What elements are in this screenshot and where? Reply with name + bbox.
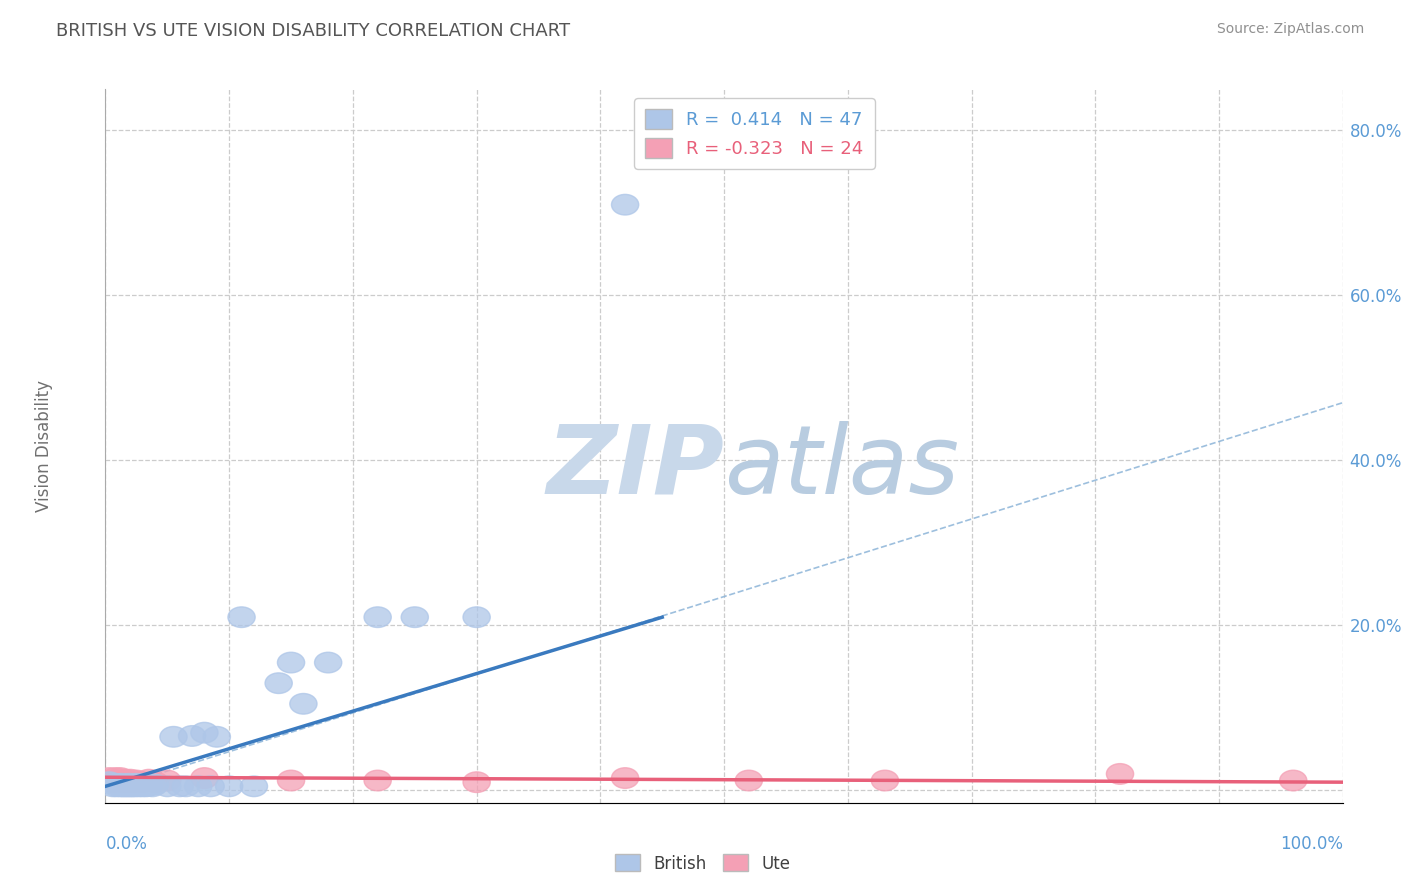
Text: Vision Disability: Vision Disability: [35, 380, 52, 512]
Ellipse shape: [129, 776, 156, 797]
Ellipse shape: [118, 775, 145, 796]
Text: 0.0%: 0.0%: [105, 835, 148, 853]
Ellipse shape: [104, 770, 131, 791]
Ellipse shape: [121, 776, 149, 797]
Ellipse shape: [463, 607, 491, 627]
Ellipse shape: [101, 768, 129, 789]
Ellipse shape: [142, 774, 169, 795]
Ellipse shape: [179, 726, 205, 747]
Ellipse shape: [121, 774, 148, 795]
Ellipse shape: [122, 770, 150, 791]
Text: BRITISH VS UTE VISION DISABILITY CORRELATION CHART: BRITISH VS UTE VISION DISABILITY CORRELA…: [56, 22, 571, 40]
Ellipse shape: [117, 776, 143, 797]
Ellipse shape: [132, 776, 160, 797]
Ellipse shape: [96, 772, 122, 792]
Ellipse shape: [277, 770, 305, 791]
Ellipse shape: [204, 726, 231, 747]
Ellipse shape: [135, 775, 162, 796]
Ellipse shape: [166, 776, 193, 797]
Text: 100.0%: 100.0%: [1279, 835, 1343, 853]
Ellipse shape: [111, 775, 138, 796]
Ellipse shape: [290, 693, 316, 714]
Ellipse shape: [463, 772, 491, 792]
Ellipse shape: [111, 776, 139, 797]
Ellipse shape: [364, 607, 391, 627]
Ellipse shape: [735, 770, 762, 791]
Ellipse shape: [112, 774, 141, 795]
Ellipse shape: [160, 726, 187, 747]
Ellipse shape: [364, 770, 391, 791]
Ellipse shape: [125, 776, 152, 797]
Ellipse shape: [103, 776, 131, 797]
Ellipse shape: [315, 652, 342, 673]
Ellipse shape: [100, 772, 127, 792]
Ellipse shape: [127, 774, 153, 795]
Ellipse shape: [110, 772, 136, 792]
Ellipse shape: [240, 776, 267, 797]
Ellipse shape: [142, 772, 169, 792]
Ellipse shape: [266, 673, 292, 693]
Ellipse shape: [191, 768, 218, 789]
Ellipse shape: [100, 776, 127, 797]
Ellipse shape: [153, 770, 181, 791]
Ellipse shape: [139, 776, 166, 797]
Ellipse shape: [120, 776, 146, 797]
Ellipse shape: [108, 773, 135, 794]
Text: ZIP: ZIP: [546, 421, 724, 514]
Legend: R =  0.414   N = 47, R = -0.323   N = 24: R = 0.414 N = 47, R = -0.323 N = 24: [634, 98, 875, 169]
Ellipse shape: [107, 776, 134, 797]
Ellipse shape: [184, 776, 212, 797]
Ellipse shape: [115, 773, 142, 794]
Ellipse shape: [612, 768, 638, 789]
Ellipse shape: [277, 652, 305, 673]
Ellipse shape: [1107, 764, 1133, 784]
Ellipse shape: [117, 770, 143, 790]
Ellipse shape: [114, 776, 142, 797]
Ellipse shape: [107, 768, 134, 789]
Ellipse shape: [612, 194, 638, 215]
Ellipse shape: [110, 776, 136, 797]
Ellipse shape: [129, 772, 156, 792]
Ellipse shape: [96, 768, 122, 789]
Ellipse shape: [153, 776, 181, 797]
Ellipse shape: [120, 772, 146, 792]
Ellipse shape: [228, 607, 254, 627]
Ellipse shape: [191, 723, 218, 743]
Ellipse shape: [122, 773, 150, 794]
Ellipse shape: [131, 773, 159, 794]
Ellipse shape: [111, 770, 139, 790]
Text: atlas: atlas: [724, 421, 959, 514]
Ellipse shape: [135, 770, 162, 790]
Ellipse shape: [101, 773, 129, 794]
Legend: British, Ute: British, Ute: [609, 847, 797, 880]
Ellipse shape: [401, 607, 429, 627]
Ellipse shape: [215, 776, 243, 797]
Ellipse shape: [173, 776, 200, 797]
Ellipse shape: [197, 776, 224, 797]
Ellipse shape: [114, 772, 142, 792]
Ellipse shape: [872, 770, 898, 791]
Ellipse shape: [105, 774, 132, 795]
Text: Source: ZipAtlas.com: Source: ZipAtlas.com: [1216, 22, 1364, 37]
Ellipse shape: [1279, 770, 1306, 791]
